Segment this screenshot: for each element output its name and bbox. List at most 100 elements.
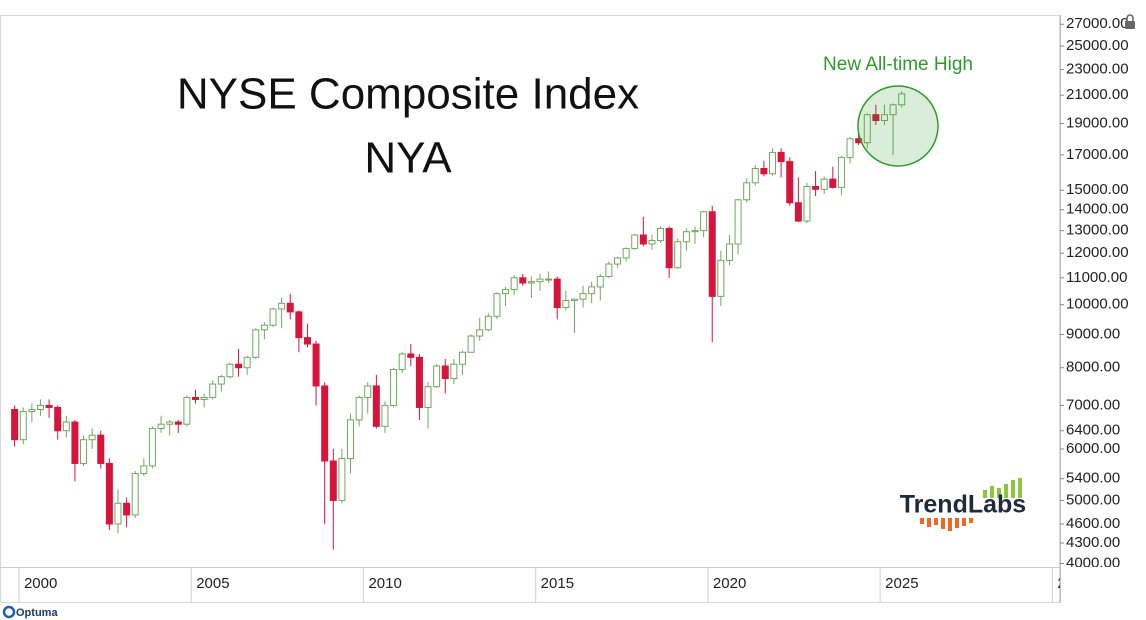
candle-body [898, 93, 906, 106]
y-tick-label: 13000.00 [1066, 222, 1129, 239]
candle-body [407, 353, 415, 358]
candle-body [269, 308, 277, 326]
candle-body [536, 278, 544, 283]
candles [11, 91, 906, 550]
candle-body [519, 277, 527, 284]
y-tick-label: 4300.00 [1066, 534, 1120, 551]
candle-body [682, 231, 690, 243]
candle-body [347, 419, 355, 460]
y-tick-label: 4600.00 [1066, 515, 1120, 532]
x-tick-label: 2005 [196, 575, 229, 592]
candle-body [545, 278, 553, 281]
y-tick-label: 5400.00 [1066, 470, 1120, 487]
candle-body [812, 185, 820, 190]
candle-body [450, 363, 458, 380]
annotation: New All-time High [823, 54, 973, 75]
logo-text: TrendLabs [900, 491, 1026, 519]
y-tick-label: 11000.00 [1066, 269, 1127, 286]
candle-body [80, 439, 88, 464]
candle-body [252, 329, 260, 358]
candle-body [855, 138, 863, 144]
candle-body [579, 293, 587, 300]
candle-body [260, 324, 268, 331]
candle-body [45, 404, 53, 408]
y-tick-label: 8000.00 [1066, 359, 1120, 376]
y-axis: 4000.00 4300.00 4600.00 5000.00 5400.00 6000.… [1060, 15, 1129, 567]
candle-body [71, 421, 79, 464]
candle-body [148, 428, 156, 467]
candle-body [415, 356, 423, 408]
plot-frame [0, 15, 1060, 603]
logo-bar [941, 518, 945, 529]
candle-body [355, 396, 363, 421]
y-tick-label: 21000.00 [1066, 86, 1129, 103]
candle-body [372, 385, 380, 427]
logo-bar [990, 486, 994, 498]
candle-body [424, 386, 432, 408]
candle-body [157, 423, 165, 430]
y-tick-label: 25000.00 [1066, 37, 1129, 54]
y-tick-label: 14000.00 [1066, 201, 1129, 218]
candle-body [226, 363, 234, 378]
candle-body [614, 257, 622, 265]
candle-body [166, 421, 174, 425]
logo-bar [1004, 484, 1008, 498]
candle-body [837, 156, 845, 188]
candle-body [467, 335, 475, 353]
candle-body [390, 368, 398, 406]
candle-body [570, 298, 578, 302]
y-tick-label: 9000.00 [1066, 325, 1120, 342]
logo-bar [927, 518, 931, 527]
candle-body [700, 211, 708, 232]
x-tick-label: 2020 [713, 575, 746, 592]
lock-shackle [1126, 14, 1134, 21]
candle-body [28, 408, 36, 413]
candle-body [760, 167, 768, 175]
candle-body [803, 185, 811, 222]
candle-body [381, 404, 389, 427]
candle-body [708, 211, 716, 297]
candle-body [872, 114, 880, 122]
candle-body [433, 365, 441, 388]
candle-body [114, 502, 122, 525]
candle-body [725, 243, 733, 261]
candle-body [174, 421, 182, 425]
logo-bar [969, 518, 973, 523]
candle-body [880, 114, 888, 122]
logo-bar [983, 490, 987, 498]
x-tick-label: 2015 [541, 575, 574, 592]
candle-body [639, 234, 647, 245]
candle-body [88, 434, 96, 441]
candle-body [691, 230, 699, 233]
x-tick-label: 2025 [885, 575, 918, 592]
x-tick-label: 2030 [1057, 575, 1090, 592]
candle-body [200, 396, 208, 400]
logo-bar [955, 518, 959, 528]
y-tick-label: 7000.00 [1066, 396, 1120, 413]
candle-body [338, 458, 346, 501]
candle-body [235, 363, 243, 369]
y-tick-label: 27000.00 [1066, 15, 1129, 32]
x-tick-label: 2010 [368, 575, 401, 592]
logo-bar [948, 518, 952, 531]
candle-body [286, 302, 294, 313]
candle-body [243, 356, 251, 369]
candle-body [674, 241, 682, 269]
annotation-circle [857, 85, 939, 167]
candle-body [820, 178, 828, 190]
y-tick-label: 12000.00 [1066, 244, 1129, 261]
lock-icon [1125, 21, 1135, 29]
candle-body [295, 311, 303, 339]
x-axis: 2000 2005 2010 2015 2020 2025 2030 [18, 567, 1090, 603]
candle-body [321, 385, 329, 462]
candle-body [217, 376, 225, 385]
candle-body [62, 421, 70, 432]
y-tick-label: 10000.00 [1066, 296, 1129, 313]
candle-body [278, 302, 286, 310]
candle-body [777, 151, 785, 163]
y-tick-label: 17000.00 [1066, 146, 1129, 163]
logo-bar [920, 518, 924, 524]
logo-bar [1011, 480, 1015, 498]
candle-body [329, 460, 337, 501]
candle-body [596, 276, 604, 288]
